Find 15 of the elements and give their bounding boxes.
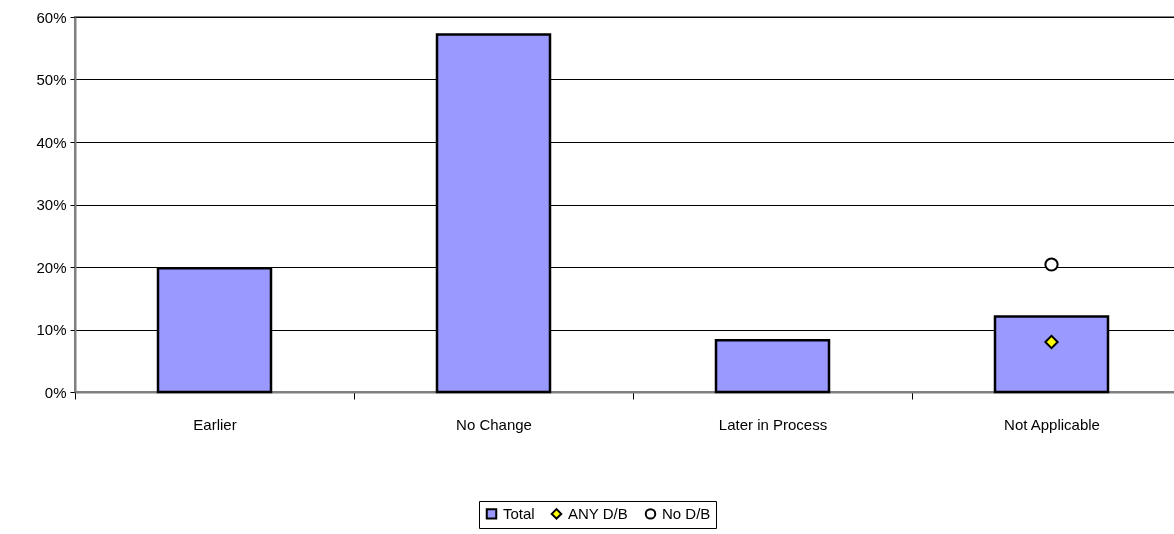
legend-label: ANY D/B <box>568 504 628 522</box>
y-tick-label: 40% <box>36 133 67 151</box>
x-tick-label: Later in Process <box>718 415 828 433</box>
bar <box>714 338 831 394</box>
y-tick-label: 10% <box>36 321 67 338</box>
y-tick-label: 30% <box>36 196 67 213</box>
x-tick-label: Earlier <box>193 415 237 433</box>
y-tick-label: 50% <box>36 71 67 88</box>
x-tick-label: No Change <box>456 415 532 433</box>
legend-label: No D/B <box>662 504 711 522</box>
y-tick-label: 20% <box>36 258 67 276</box>
x-tick-label: Not Applicable <box>1004 415 1100 433</box>
y-tick-label: 60% <box>36 8 67 26</box>
legend-label: Total <box>503 504 535 522</box>
y-tick-label: 0% <box>44 383 67 401</box>
